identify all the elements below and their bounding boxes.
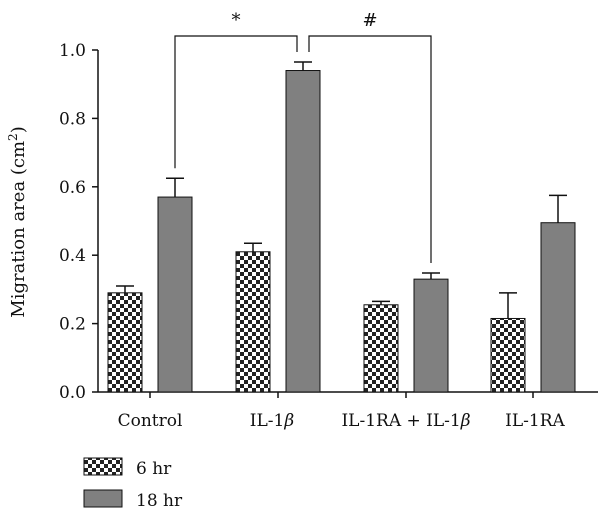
y-tick-label: 0.4	[59, 246, 86, 266]
significance-label: *	[232, 10, 241, 31]
legend-swatch-6hr	[83, 457, 123, 476]
bar-18hr-0	[157, 196, 193, 393]
y-tick-label: 0.2	[59, 315, 86, 335]
bar-6hr-0	[107, 292, 143, 393]
bar-6hr-2	[363, 304, 399, 393]
bar-18hr-2	[413, 278, 449, 393]
category-label: Control	[118, 411, 183, 431]
legend-label-18hr: 18 hr	[136, 491, 183, 511]
significance-bracket	[308, 35, 432, 263]
category-label: IL-1β	[250, 411, 295, 431]
bar-18hr-3	[540, 222, 576, 393]
bar-18hr-1	[285, 70, 321, 393]
y-axis-title: Migration area (cm2)	[6, 126, 29, 317]
significance-label: #	[362, 10, 377, 31]
y-tick-label: 0.0	[59, 383, 86, 403]
category-label: IL-1RA + IL-1β	[341, 411, 470, 431]
significance-bracket	[174, 35, 298, 169]
bar-6hr-1	[235, 251, 271, 393]
legend-swatch-18hr	[83, 489, 123, 508]
y-tick-label: 0.8	[59, 109, 86, 129]
y-tick-label: 1.0	[59, 41, 86, 61]
legend-label-6hr: 6 hr	[136, 459, 172, 479]
y-tick-label: 0.6	[59, 178, 86, 198]
legend: 6 hr 18 hr	[83, 457, 183, 511]
bar-6hr-3	[490, 317, 526, 393]
category-label: IL-1RA	[505, 411, 565, 431]
